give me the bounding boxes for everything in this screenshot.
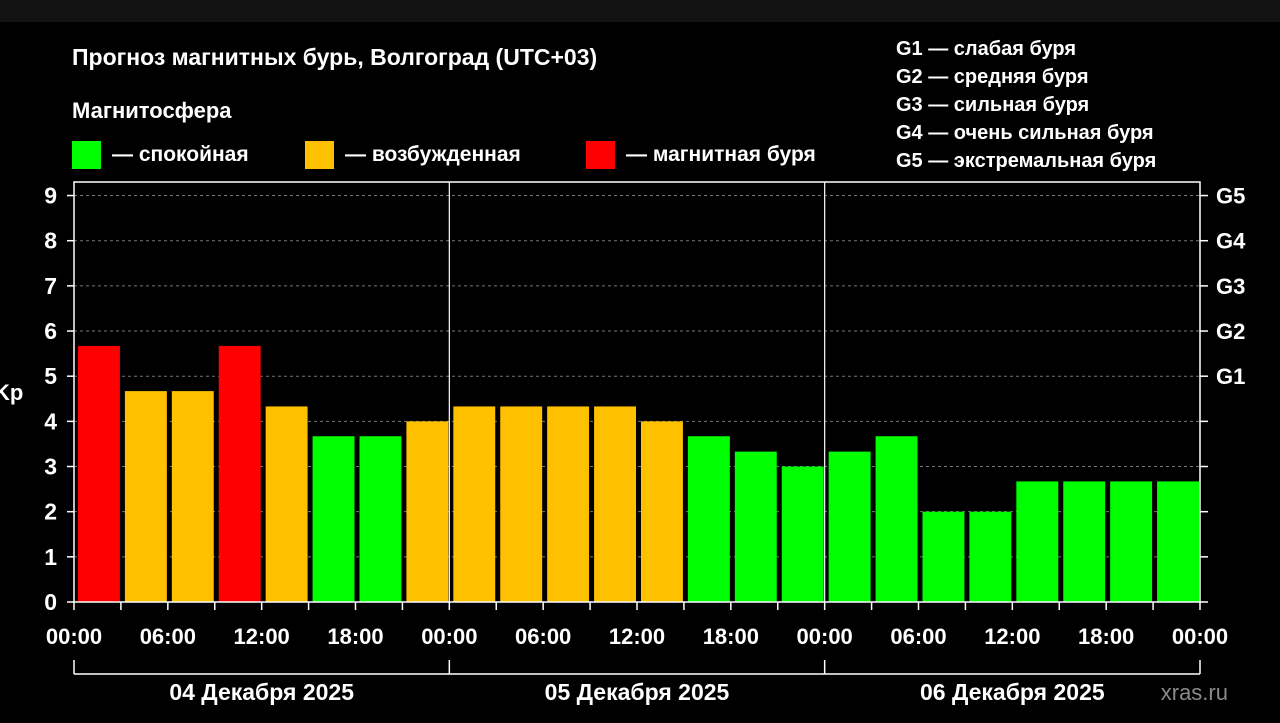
y-tick-label: 3 [44, 454, 57, 480]
kp-bar-chart: 0 1 2 3 4 5 6 7 8 9 G1 G2 G3 G4 G5 00:00 06:00 12:00 18:00… [44, 181, 1246, 705]
x-tick-label: 12:00 [984, 624, 1040, 649]
x-tick-label: 00:00 [797, 624, 853, 649]
day-label: 04 Декабря 2025 [169, 679, 354, 705]
g-scale-row-g2: G2 — средняя буря [896, 66, 1089, 88]
kp-bar [1063, 481, 1106, 602]
kp-bar [828, 451, 871, 602]
g-scale-tick-label: G3 [1216, 274, 1245, 299]
legend-label-calm: — спокойная [112, 143, 249, 166]
kp-bar [312, 436, 355, 602]
kp-bar [594, 406, 636, 602]
g-scale-tick-label: G5 [1216, 184, 1245, 209]
x-tick-label: 00:00 [1172, 624, 1228, 649]
kp-bar [969, 511, 1012, 602]
kp-bar [875, 436, 918, 602]
chart-subtitle: Магнитосфера [72, 98, 232, 123]
y-tick-label: 0 [44, 589, 57, 615]
x-tick-label: 18:00 [703, 624, 759, 649]
kp-bar [78, 345, 120, 602]
day-label: 05 Декабря 2025 [545, 679, 730, 705]
g-scale-tick-label: G2 [1216, 319, 1245, 344]
g-scale-row-g1: G1 — слабая буря [896, 38, 1077, 60]
x-tick-label: 06:00 [140, 624, 196, 649]
g-scale-row-g5: G5 — экстремальная буря [896, 150, 1157, 172]
kp-bar [453, 406, 496, 602]
legend-label-excited: — возбужденная [345, 143, 521, 166]
g-scale-row-g3: G3 — сильная буря [896, 94, 1090, 116]
g-scale-tick-label: G4 [1216, 229, 1246, 254]
x-tick-label: 06:00 [890, 624, 946, 649]
kp-bar [171, 391, 214, 602]
chart-stage: Прогноз магнитных бурь, Волгоград (UTC+0… [0, 22, 1280, 723]
g-scale-row-g4: G4 — очень сильная буря [896, 122, 1154, 144]
y-tick-label: 5 [44, 363, 57, 389]
x-tick-label: 12:00 [234, 624, 290, 649]
legend-swatch-storm [586, 141, 615, 169]
g-scale-tick-label: G1 [1216, 364, 1245, 389]
g-scale-legend: G1 — слабая буря G2 — средняя буря G3 — … [896, 35, 1156, 175]
legend-swatch-calm [72, 141, 101, 169]
kp-bar [547, 406, 590, 602]
y-tick-label: 1 [44, 544, 57, 570]
kp-bar [1016, 481, 1059, 602]
y-tick-label: 2 [44, 499, 57, 525]
watermark: xras.ru [1160, 680, 1228, 705]
kp-bar [1157, 481, 1199, 602]
x-tick-label: 00:00 [46, 624, 102, 649]
kp-bar [641, 421, 683, 602]
x-tick-label: 18:00 [1078, 624, 1134, 649]
kp-bar [218, 345, 261, 602]
y-tick-label: 8 [44, 228, 57, 254]
kp-bar [922, 511, 965, 602]
y-tick-label: 4 [44, 408, 57, 434]
kp-bar [124, 391, 167, 602]
legend-swatch-excited [305, 141, 334, 169]
y-tick-label: 9 [44, 183, 57, 209]
kp-bar [265, 406, 308, 602]
kp-bar [406, 421, 449, 602]
y-tick-label: 7 [44, 273, 57, 299]
kp-bar [500, 406, 543, 602]
kp-bar [687, 436, 730, 602]
day-label: 06 Декабря 2025 [920, 679, 1105, 705]
x-tick-label: 06:00 [515, 624, 571, 649]
kp-bar [781, 466, 824, 602]
kp-bar [1110, 481, 1153, 602]
kp-bar [734, 451, 777, 602]
legend-label-storm: — магнитная буря [626, 143, 816, 166]
kp-bar [359, 436, 402, 602]
y-tick-label: 6 [44, 318, 57, 344]
x-tick-label: 12:00 [609, 624, 665, 649]
x-tick-label: 00:00 [421, 624, 477, 649]
x-tick-label: 18:00 [327, 624, 383, 649]
y-axis-label: Kp [0, 380, 24, 405]
chart-title: Прогноз магнитных бурь, Волгоград (UTC+0… [72, 44, 598, 70]
